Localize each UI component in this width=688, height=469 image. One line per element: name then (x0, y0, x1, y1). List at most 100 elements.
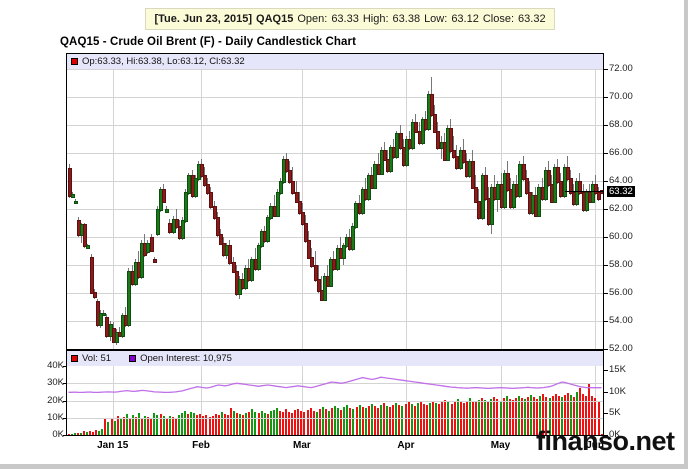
volume-bar-down (527, 397, 529, 435)
axis-tick-mark (604, 370, 608, 371)
price-axis-tick: 54.00 (609, 315, 633, 326)
candle-wick (166, 206, 167, 212)
candle-up (194, 178, 198, 197)
candle-up (184, 192, 188, 223)
open-interest-axis-tick: 0K (609, 429, 621, 440)
candle-down (209, 192, 213, 209)
axis-tick-mark (604, 181, 608, 182)
axis-tick-mark (63, 418, 67, 419)
volume-bar-down (68, 434, 70, 435)
volume-bar-down (104, 419, 106, 435)
month-gridline (201, 366, 202, 435)
candle-up (74, 200, 78, 205)
candle-down (455, 155, 459, 169)
candle-up (395, 133, 399, 158)
volume-bar-up (478, 399, 480, 435)
volume-bar-up (346, 405, 348, 435)
candle-wick (119, 326, 120, 337)
volume-bar-up (530, 394, 532, 435)
volume-bar-up (365, 408, 367, 435)
volume-gridline (67, 401, 603, 402)
candle-down (597, 192, 601, 200)
volume-bar-down (594, 397, 596, 435)
month-gridline (406, 69, 407, 349)
candle-up (405, 139, 409, 167)
candle-down (288, 169, 292, 183)
volume-bar-down (496, 399, 498, 435)
candle-down (522, 164, 526, 181)
price-axis-tick: 66.00 (609, 147, 633, 158)
volume-bar-down (279, 410, 281, 435)
price-axis-tick: 62.00 (609, 203, 633, 214)
volume-bar-down (227, 415, 229, 435)
volume-bar-up (71, 434, 73, 435)
candle-down (90, 256, 94, 294)
price-legend: Op:63.33, Hi:63.38, Lo:63.12, Cl:63.32 (67, 54, 603, 69)
candle-up (102, 312, 106, 317)
quote-header-bar: [Tue. Jun 23, 2015] QAQ15 Open: 63.33 Hi… (145, 8, 555, 30)
volume-bar-down (77, 432, 79, 435)
x-axis-tick: Feb (192, 440, 210, 451)
price-marker-line (565, 191, 603, 192)
candle-down (399, 133, 403, 150)
volume-bar-down (313, 410, 315, 435)
x-axis-tick: Mar (292, 440, 311, 451)
volume-bar-down (444, 399, 446, 435)
axis-tick-mark (604, 69, 608, 70)
volume-bar-up (120, 419, 122, 435)
volume-bar-up (239, 413, 241, 435)
volume-bar-up (500, 400, 502, 435)
volume-bar-up (337, 408, 339, 435)
volume-bar-up (184, 410, 186, 435)
candle-down (203, 175, 207, 186)
volume-bar-down (166, 418, 168, 435)
candle-up (553, 167, 557, 203)
volume-bar-up (264, 412, 266, 435)
volume-bar-up (417, 403, 419, 435)
volume-bar-up (380, 405, 382, 435)
axis-tick-mark (604, 293, 608, 294)
volume-gridline (67, 418, 603, 419)
volume-bar-down (160, 413, 162, 435)
candle-down (471, 161, 475, 189)
volume-bar-down (432, 400, 434, 435)
quote-open-label: Open: (297, 13, 328, 25)
volume-bar-up (193, 413, 195, 435)
volume-bar-down (196, 415, 198, 435)
volume-axis-tick: 40K (47, 360, 64, 371)
candle-down (566, 167, 570, 181)
candle-down (162, 189, 166, 203)
axis-tick-mark (604, 435, 608, 436)
volume-bar-down (558, 396, 560, 435)
volume-bar-down (362, 407, 364, 435)
candle-up (496, 183, 500, 200)
quote-open-value: 63.33 (331, 13, 359, 25)
month-gridline (501, 69, 502, 349)
volume-bar-up (254, 411, 256, 435)
volume-legend-item: Vol: 51 (71, 353, 111, 364)
volume-bar-up (261, 410, 263, 435)
volume-bar-down (294, 410, 296, 435)
volume-bar-up (107, 421, 109, 435)
candle-up (380, 150, 384, 175)
volume-bar-up (576, 392, 578, 435)
volume-panel: Vol: 51 Open Interest: 10,975 (66, 350, 604, 436)
candle-up (140, 242, 144, 279)
price-legend-item: Op:63.33, Hi:63.38, Lo:63.12, Cl:63.32 (71, 56, 245, 67)
volume-bar-down (340, 409, 342, 435)
candle-wick (321, 276, 322, 302)
volume-bar-down (230, 408, 232, 435)
candle-down (307, 239, 311, 259)
price-gridline (67, 181, 603, 182)
candle-up (323, 276, 327, 301)
volume-bar-down (205, 414, 207, 435)
candle-down (228, 245, 232, 265)
price-axis-tick: 72.00 (609, 63, 633, 74)
volume-bar-down (319, 409, 321, 435)
candle-up (187, 175, 191, 195)
candle-down (301, 211, 305, 225)
quote-close-label: Close: (482, 13, 515, 25)
volume-bar-down (288, 411, 290, 435)
volume-bar-up (352, 409, 354, 435)
